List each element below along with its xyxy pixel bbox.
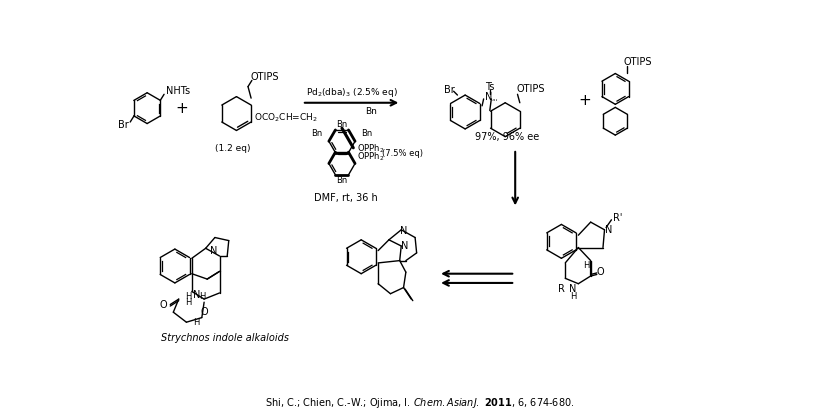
Text: Br: Br [444,85,455,95]
Text: Bn: Bn [365,108,377,116]
Text: ,,,: ,,, [491,95,498,101]
Text: H: H [186,298,192,307]
Text: Br: Br [118,120,129,130]
Text: +: + [176,101,188,116]
Text: NHTs: NHTs [165,86,190,96]
Text: Ts: Ts [486,81,495,92]
Text: OPPh$_2$: OPPh$_2$ [357,150,385,163]
Text: O: O [200,307,208,317]
Text: O: O [596,267,604,277]
Text: +: + [578,93,591,108]
Text: OPPh$_2$: OPPh$_2$ [357,143,385,155]
Text: Shi, C.; Chien, C.-W.; Ojima, I. $\it{Chem. Asian J.}$ $\bf{2011}$, 6, 674-680.: Shi, C.; Chien, C.-W.; Ojima, I. $\it{Ch… [265,396,575,410]
Text: Bn: Bn [312,129,323,138]
Text: 97%, 96% ee: 97%, 96% ee [475,131,539,142]
Text: DMF, rt, 36 h: DMF, rt, 36 h [314,193,378,203]
Text: N: N [210,246,217,256]
Text: N: N [193,290,201,300]
Text: Strychnos indole alkaloids: Strychnos indole alkaloids [161,333,289,343]
Text: N: N [570,284,576,294]
Text: OTIPS: OTIPS [250,71,279,81]
Text: (1.2 eq): (1.2 eq) [215,144,250,153]
Text: R': R' [613,213,622,223]
Text: H: H [583,262,589,270]
Text: OCO$_2$CH=CH$_2$: OCO$_2$CH=CH$_2$ [255,111,318,123]
Text: H: H [193,318,200,327]
Text: H: H [199,292,206,301]
Text: OTIPS: OTIPS [623,57,652,67]
Text: N: N [605,225,612,235]
Text: O: O [160,299,167,310]
Text: Pd$_2$(dba)$_3$ (2.5% eq): Pd$_2$(dba)$_3$ (2.5% eq) [306,86,398,99]
Text: Bn: Bn [361,129,372,138]
Text: N: N [402,241,408,251]
Text: Bn: Bn [336,176,348,185]
Text: R: R [558,284,564,294]
Text: H: H [570,292,576,301]
Text: Bn: Bn [336,120,348,129]
Text: N: N [486,92,492,102]
Text: N: N [400,226,407,236]
Text: H: H [186,292,192,301]
Text: (7.5% eq): (7.5% eq) [382,149,423,158]
Text: OTIPS: OTIPS [517,84,545,94]
